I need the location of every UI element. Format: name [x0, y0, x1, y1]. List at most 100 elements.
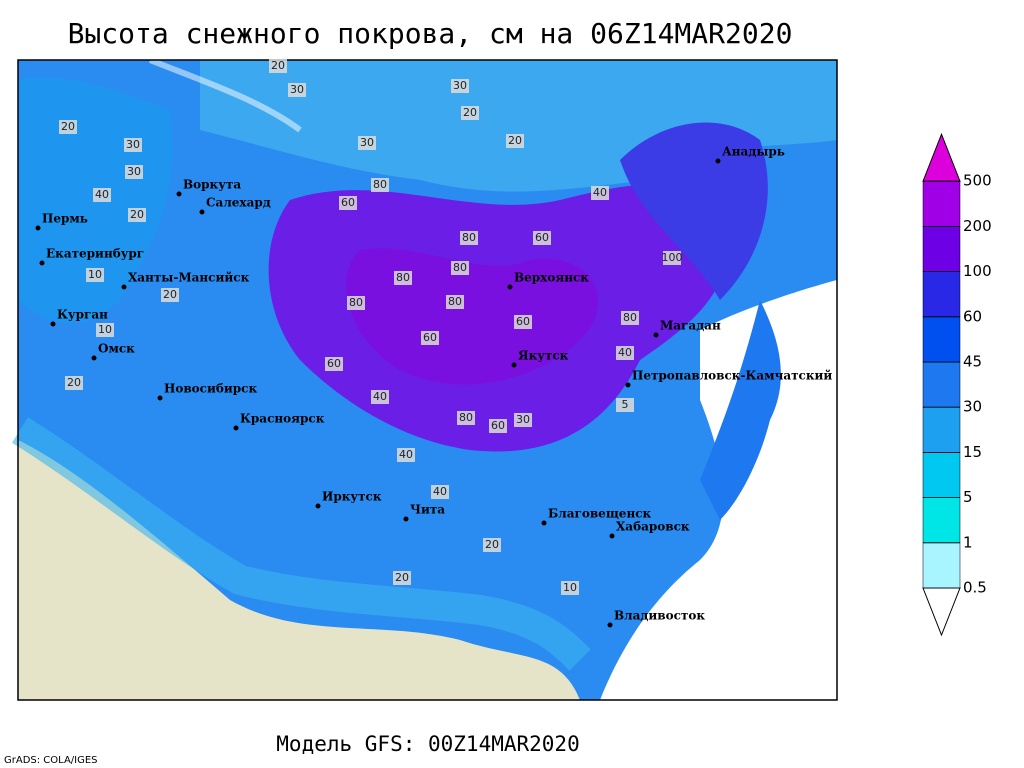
- city-label: Владивосток: [614, 609, 705, 623]
- city-label: Воркута: [183, 178, 241, 192]
- city-dot: [39, 260, 45, 266]
- contour-label: 60: [423, 331, 437, 344]
- colorbar-swatch: [922, 542, 961, 589]
- city-label: Салехард: [206, 196, 271, 210]
- contour-label-box: [128, 208, 146, 222]
- contour-label: 30: [453, 79, 467, 92]
- colorbar-swatch: [922, 361, 961, 408]
- contour-label: 60: [327, 357, 341, 370]
- contour-label-box: [616, 398, 634, 412]
- model-footer: Модель GFS: 00Z14MAR2020: [276, 732, 579, 756]
- contour-label: 40: [433, 485, 447, 498]
- contour-label-box: [616, 346, 634, 360]
- city-label: Курган: [57, 308, 108, 322]
- colorbar-label: 15: [963, 443, 982, 461]
- city-dot: [625, 382, 631, 388]
- contour-label: 20: [61, 120, 75, 133]
- city-dot: [121, 284, 127, 290]
- contour-label-box: [514, 413, 532, 427]
- colorbar-swatch: [922, 316, 961, 363]
- contour-label-box: [663, 251, 681, 265]
- contour-label: 40: [95, 188, 109, 201]
- contour-label-box: [86, 268, 104, 282]
- city-label: Хабаровск: [616, 520, 690, 534]
- contour-label: 10: [98, 323, 112, 336]
- contour-label: 20: [271, 59, 285, 72]
- colorbar-label: 45: [963, 353, 982, 371]
- contour-label: 60: [491, 419, 505, 432]
- contour-label-box: [446, 295, 464, 309]
- colorbar-label: 500: [963, 172, 992, 190]
- credit: GrADS: COLA/IGES: [4, 755, 98, 766]
- contour-label-box: [288, 83, 306, 97]
- contour-label: 10: [88, 268, 102, 281]
- contour-label: 20: [163, 288, 177, 301]
- map-title: Высота снежного покрова, см на 06Z14MAR2…: [68, 17, 793, 50]
- contour-label: 40: [399, 448, 413, 461]
- contour-label-box: [358, 136, 376, 150]
- city-label: Пермь: [42, 212, 88, 226]
- coastline: [148, 57, 302, 133]
- contour-label-box: [325, 357, 343, 371]
- city-label: Верхоянск: [514, 271, 589, 285]
- colorbar-swatch: [922, 226, 961, 272]
- map-frame: [17, 59, 838, 701]
- city-dot: [199, 209, 205, 215]
- contour-label: 30: [126, 138, 140, 151]
- city-dot: [507, 284, 513, 290]
- contour-label-box: [59, 120, 77, 134]
- contour-label: 20: [130, 208, 144, 221]
- contour-label-box: [96, 323, 114, 337]
- colorbar-label: 1: [963, 533, 973, 551]
- contour-label-box: [451, 261, 469, 275]
- colorbar-label: 60: [963, 307, 982, 325]
- contour-label: 100: [662, 251, 683, 264]
- city-label: Якутск: [518, 349, 569, 363]
- contour-label: 20: [508, 134, 522, 147]
- contour-label: 80: [396, 271, 410, 284]
- contour-label-box: [461, 106, 479, 120]
- contour-label-box: [394, 271, 412, 285]
- map-area: [12, 57, 838, 701]
- contour-label-box: [397, 448, 415, 462]
- contour-label: 80: [453, 261, 467, 274]
- contour-label-box: [93, 188, 111, 202]
- city-dot: [715, 158, 721, 164]
- contour-label-box: [533, 231, 551, 245]
- city-label: Петропавловск-Камчатский: [632, 369, 832, 383]
- colorbar-swatch: [922, 180, 961, 227]
- city-dot: [541, 520, 547, 526]
- contour-label-box: [483, 538, 501, 552]
- colorbar-label: 200: [963, 217, 992, 235]
- contour-label-box: [591, 186, 609, 200]
- contour-label-box: [421, 331, 439, 345]
- contour-label: 40: [593, 186, 607, 199]
- contour-label: 10: [563, 581, 577, 594]
- city-dot: [607, 622, 613, 628]
- colorbar-swatch: [922, 452, 961, 498]
- city-label: Иркутск: [322, 490, 382, 504]
- city-label: Чита: [410, 503, 445, 517]
- contour-label: 20: [67, 376, 81, 389]
- kamchatka: [700, 300, 781, 520]
- city-dot: [653, 332, 659, 338]
- colorbar-bottom: [922, 587, 961, 637]
- snow-edge: [12, 417, 591, 671]
- contour-label-box: [561, 581, 579, 595]
- contour-label-box: [347, 296, 365, 310]
- contour-label: 40: [373, 390, 387, 403]
- city-label: Екатеринбург: [46, 247, 144, 261]
- contour-label-box: [460, 231, 478, 245]
- city-label: Красноярск: [240, 412, 325, 426]
- city-dot: [315, 503, 321, 509]
- colorbar-swatch: [922, 271, 961, 318]
- city-label: Благовещенск: [548, 507, 652, 521]
- colorbar-swatch: [922, 497, 961, 544]
- contour-label: 5: [622, 398, 629, 411]
- contour-label: 20: [463, 106, 477, 119]
- contour-label: 80: [349, 296, 363, 309]
- contour-label-box: [457, 411, 475, 425]
- colorbar-label: 0.5: [963, 579, 987, 597]
